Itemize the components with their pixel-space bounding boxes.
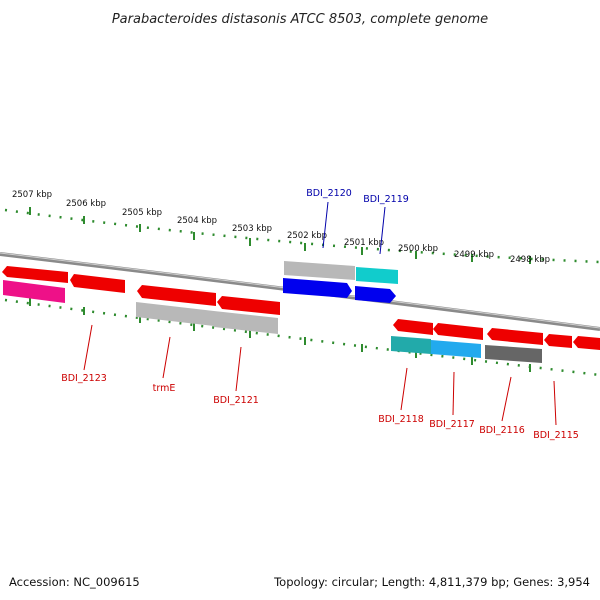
gene-label-bdi-2119: BDI_2119 [363, 194, 409, 205]
gene-label-bdi-2115: BDI_2115 [533, 430, 579, 441]
gene-bar[interactable] [393, 319, 433, 335]
gene-label-bdi-2121: BDI_2121 [213, 395, 259, 406]
gene-bar-trme[interactable] [136, 302, 214, 326]
gene-label-bdi-2116: BDI_2116 [479, 425, 525, 436]
gene-bar-bdi-2123[interactable] [3, 280, 65, 303]
scale-tick-label: 2507 kbp [12, 190, 52, 200]
callout-line-bdi-2117 [452, 371, 455, 416]
scale-tick-label: 2499 kbp [454, 250, 494, 260]
callout-line-bdi-2116 [501, 376, 512, 422]
gene-label-bdi-2118: BDI_2118 [378, 414, 424, 425]
scale-tick-label: 2506 kbp [66, 199, 106, 209]
gene-bar[interactable] [2, 266, 68, 283]
lower-scale-track [4, 298, 600, 377]
scale-tick-label: 2504 kbp [177, 216, 217, 226]
callout-line-bdi-2121 [235, 346, 242, 392]
upper-scale-track [4, 208, 600, 264]
map-title: Parabacteroides distasonis ATCC 8503, co… [112, 12, 488, 27]
lower-gene-row [3, 280, 600, 363]
scale-tick-label: 2505 kbp [122, 208, 162, 218]
callout-lines [83, 201, 557, 426]
gene-bar[interactable] [217, 296, 280, 315]
accession-text: Accession: NC_009615 [9, 575, 140, 589]
gene-label-trme: trmE [153, 383, 176, 394]
gene-label-bdi-2120: BDI_2120 [306, 188, 352, 199]
gene-bar[interactable] [433, 323, 483, 340]
gene-bar-bdi-2117[interactable] [431, 340, 481, 358]
callout-line-bdi-2115 [553, 380, 557, 426]
gene-bar[interactable] [70, 274, 125, 293]
gene-bar-bdi-2116[interactable] [485, 345, 542, 363]
callout-line-bdi-2123 [83, 324, 93, 371]
scale-tick-label: 2500 kbp [398, 244, 438, 254]
callout-line-bdi-2118 [400, 367, 408, 411]
scale-ticks: 2507 kbp 2506 kbp 2505 kbp 2504 kbp 2503 kbp… [12, 190, 550, 372]
gene-bar[interactable] [487, 328, 543, 345]
callout-line-bdi-2120 [322, 201, 329, 249]
callout-line-bdi-2119 [379, 206, 386, 255]
scale-tick-label: 2503 kbp [232, 224, 272, 234]
scale-tick-label: 2502 kbp [287, 231, 327, 241]
topology-text: Topology: circular; Length: 4,811,379 bp… [273, 575, 590, 589]
gene-label-bdi-2117: BDI_2117 [429, 419, 475, 430]
gene-bar-bdi-2119-cyan[interactable] [356, 267, 398, 284]
gene-bar-bdi-2119-blue[interactable] [355, 286, 396, 303]
scale-tick-label: 2501 kbp [344, 238, 384, 248]
gene-bar-bdi-2120-grey[interactable] [284, 261, 355, 280]
upper-gene-row [2, 261, 398, 315]
scale-tick-label: 2498 kbp [510, 255, 550, 265]
gene-bar-bdi-2118[interactable] [391, 336, 431, 354]
gene-label-bdi-2123: BDI_2123 [61, 373, 107, 384]
gene-bar[interactable] [573, 336, 600, 350]
callout-line-trme [162, 336, 171, 379]
gene-bar[interactable] [137, 285, 216, 306]
gene-bar-bdi-2121[interactable] [214, 311, 278, 334]
gene-bar[interactable] [544, 334, 572, 348]
gene-bar-bdi-2120-blue[interactable] [283, 278, 352, 298]
